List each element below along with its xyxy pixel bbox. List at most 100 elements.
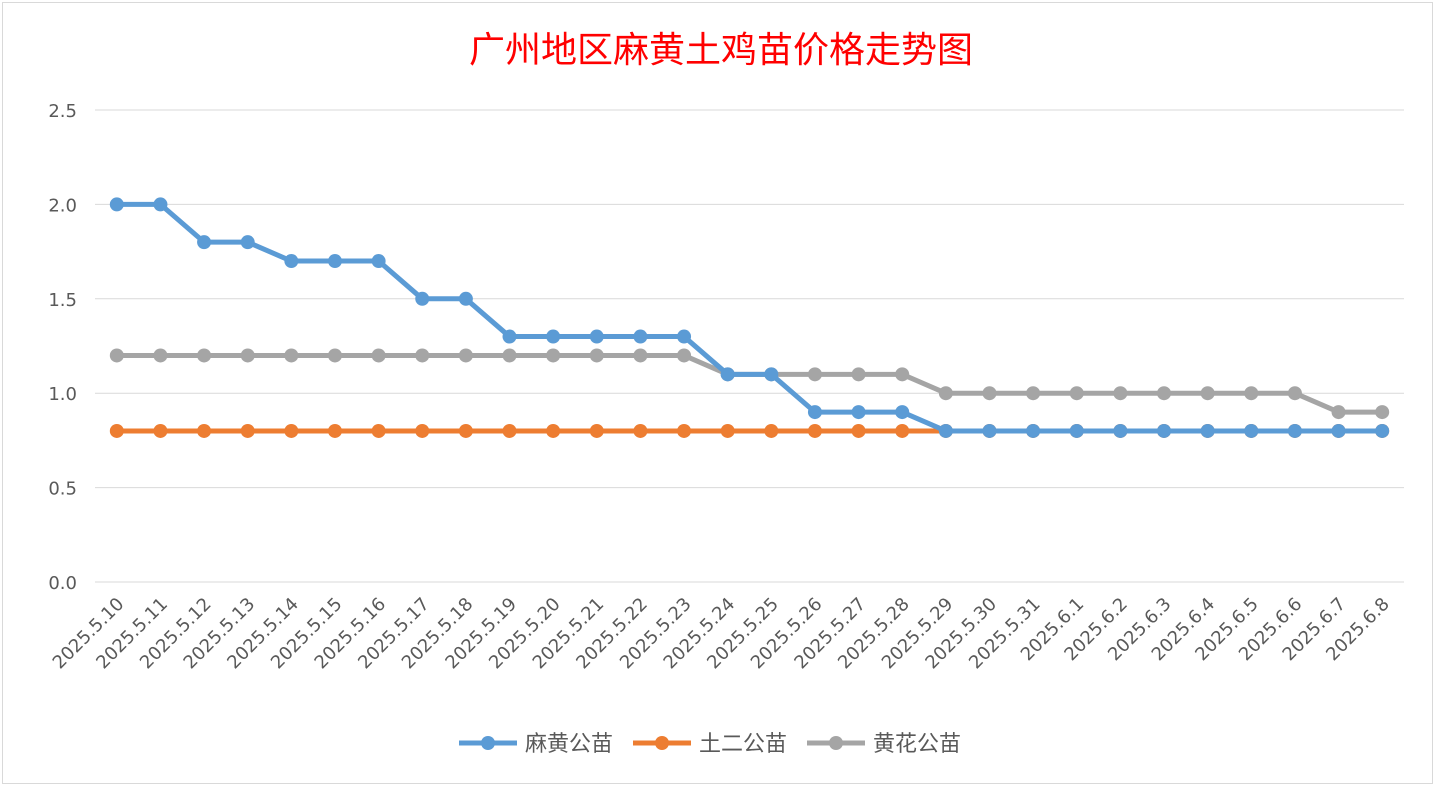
data-point [371,254,386,269]
data-point [1113,386,1128,401]
data-point [240,235,255,250]
data-point [1157,423,1172,438]
line-chart: 广州地区麻黄土鸡苗价格走势图 0.0 0.5 1.0 1.5 2.0 2.5 2025.5… [48,30,1404,757]
data-point [502,329,517,344]
y-tick-label: 1.5 [48,290,77,311]
data-point [284,423,299,438]
data-point [1331,405,1346,420]
legend-item: 麻黄公苗 [459,732,613,757]
y-tick-label: 0.5 [48,479,77,500]
data-point [633,423,648,438]
y-tick-label: 1.0 [48,384,77,405]
legend-marker [829,736,843,750]
data-point [502,348,517,363]
data-point [153,348,168,363]
data-point [109,197,124,212]
legend-label: 土二公苗 [699,732,787,757]
data-point [1026,386,1041,401]
legend-item: 黄花公苗 [807,732,961,757]
data-point [633,348,648,363]
data-point [677,423,692,438]
grid-lines [95,109,1404,583]
data-point [546,329,561,344]
data-point [895,405,910,420]
data-point [284,348,299,363]
data-point [938,386,953,401]
data-point [415,348,430,363]
data-point [327,348,342,363]
data-point [371,348,386,363]
y-tick-label: 2.0 [48,195,77,216]
data-point [415,291,430,306]
data-point [764,367,779,382]
series-lines [109,197,1390,438]
data-point [415,423,430,438]
data-point [1244,423,1259,438]
legend-label: 黄花公苗 [873,732,961,757]
legend-item: 土二公苗 [633,732,787,757]
data-point [1287,386,1302,401]
data-point [938,423,953,438]
data-point [240,423,255,438]
data-point [982,423,997,438]
data-point [153,423,168,438]
data-point [807,367,822,382]
data-point [327,423,342,438]
chart-title: 广州地区麻黄土鸡苗价格走势图 [469,30,973,71]
data-point [546,423,561,438]
data-point [284,254,299,269]
data-point [1069,423,1084,438]
data-point [1026,423,1041,438]
data-point [1200,386,1215,401]
legend-marker [655,736,669,750]
data-point [851,423,866,438]
series-1 [109,197,1390,438]
data-point [1244,386,1259,401]
data-point [895,423,910,438]
data-point [895,367,910,382]
data-point [633,329,648,344]
x-axis-ticks: 2025.5.102025.5.112025.5.122025.5.132025… [49,594,1394,674]
y-tick-label: 0.0 [48,573,77,594]
data-point [197,423,212,438]
data-point [589,423,604,438]
data-point [807,423,822,438]
series-3 [109,348,1390,420]
data-point [764,423,779,438]
data-point [677,329,692,344]
y-tick-label: 2.5 [48,101,77,122]
data-point [589,329,604,344]
legend: 麻黄公苗 土二公苗 黄花公苗 [459,732,961,757]
series-line [114,201,1385,434]
data-point [589,348,604,363]
data-point [502,423,517,438]
data-point [458,423,473,438]
data-point [1375,405,1390,420]
data-point [1287,423,1302,438]
data-point [458,348,473,363]
data-point [109,423,124,438]
data-point [1157,386,1172,401]
legend-marker [481,736,495,750]
data-point [197,348,212,363]
data-point [982,386,997,401]
data-point [197,235,212,250]
series-line [114,352,1385,415]
data-point [371,423,386,438]
data-point [720,423,735,438]
data-point [807,405,822,420]
data-point [546,348,561,363]
data-point [1375,423,1390,438]
data-point [240,348,255,363]
data-point [327,254,342,269]
legend-label: 麻黄公苗 [525,732,613,757]
data-point [153,197,168,212]
data-point [720,367,735,382]
data-point [1113,423,1128,438]
data-point [109,348,124,363]
data-point [851,405,866,420]
data-point [1069,386,1084,401]
data-point [1200,423,1215,438]
data-point [677,348,692,363]
